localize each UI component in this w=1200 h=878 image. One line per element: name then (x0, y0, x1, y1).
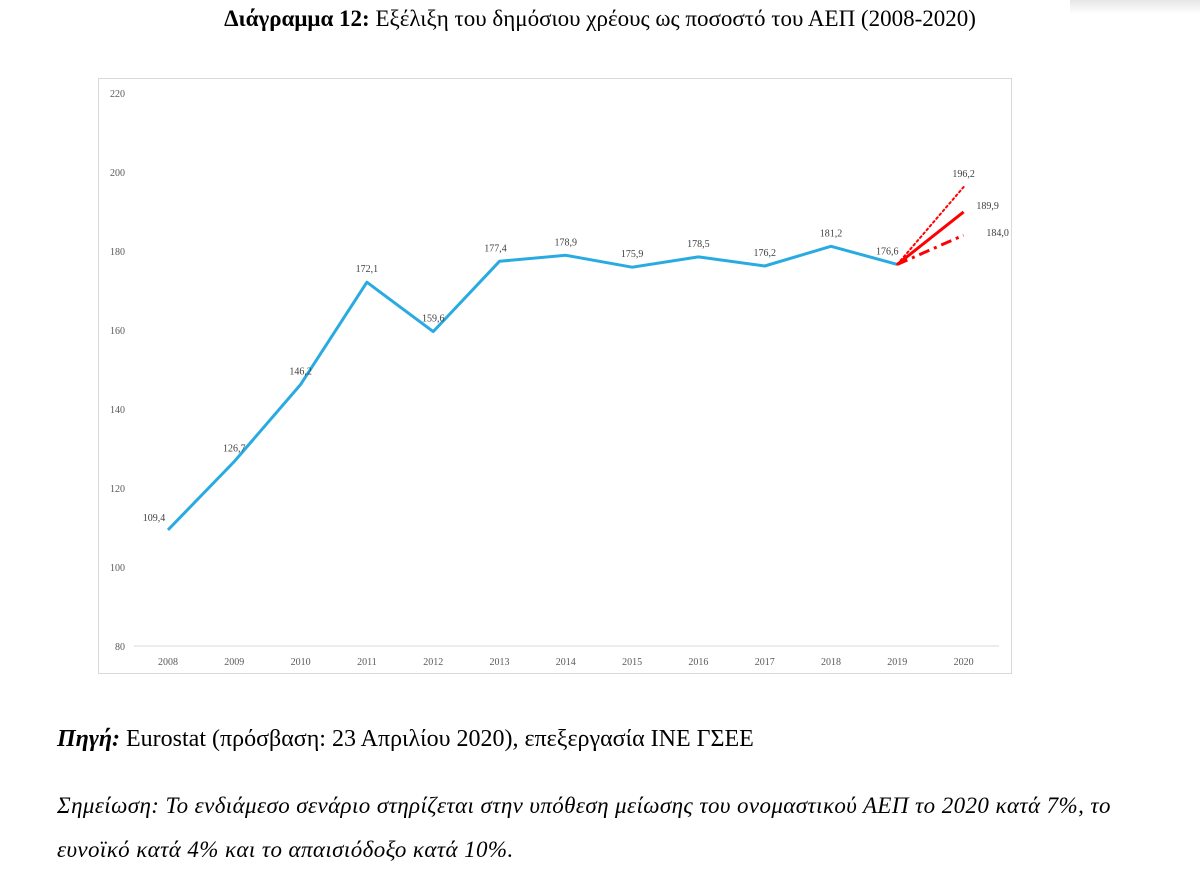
data-label: 178,9 (555, 237, 578, 248)
data-label: 176,6 (876, 246, 899, 257)
y-tick-label: 120 (110, 484, 125, 495)
data-label: 181,2 (820, 228, 843, 239)
y-tick-label: 160 (110, 326, 125, 337)
page-shadow (1070, 0, 1200, 14)
x-tick-label: 2011 (357, 657, 377, 668)
source-label: Πηγή (57, 726, 112, 752)
x-tick-label: 2020 (954, 657, 974, 668)
source-text: Eurostat (πρόσβαση: 23 Απριλίου 2020), ε… (120, 726, 754, 752)
x-tick-label: 2010 (291, 657, 311, 668)
x-tick-label: 2008 (158, 657, 178, 668)
data-label: 184,0 (986, 228, 1009, 239)
series-line-1 (166, 244, 898, 531)
data-label: 189,9 (976, 201, 999, 212)
series-line-2 (896, 186, 965, 266)
x-tick-label: 2009 (224, 657, 244, 668)
x-tick-label: 2014 (556, 657, 576, 668)
y-tick-label: 180 (110, 247, 125, 258)
y-tick-label: 80 (115, 642, 125, 653)
x-tick-label: 2015 (622, 657, 642, 668)
source-colon: : (112, 726, 120, 752)
x-tick-label: 2017 (755, 657, 775, 668)
data-label: 175,9 (621, 249, 644, 260)
series-line-3 (896, 210, 965, 266)
x-tick-label: 2018 (821, 657, 841, 668)
chart-title: Διάγραμμα 12: Εξέλιξη του δημόσιου χρέου… (0, 4, 1200, 34)
data-label: 178,5 (687, 239, 710, 250)
chart-plot: 80 100 120 140 160 180 200 220 2008 2009 2010 2011 2… (110, 89, 1009, 668)
source-line: Πηγή: Eurostat (πρόσβαση: 23 Απριλίου 20… (57, 724, 1157, 754)
chart-title-text: Εξέλιξη του δημόσιου χρέους ως ποσοστό τ… (375, 6, 976, 31)
y-tick-label: 100 (110, 563, 125, 574)
y-tick-label: 220 (110, 89, 125, 100)
data-label: 196,2 (952, 169, 975, 180)
data-label: 159,6 (422, 314, 445, 325)
chart-container: 80 100 120 140 160 180 200 220 2008 2009 2010 2011 2… (98, 78, 1012, 674)
y-tick-label: 140 (110, 405, 125, 416)
data-label: 176,2 (753, 248, 776, 259)
y-tick-label: 200 (110, 168, 125, 179)
data-label: 109,4 (143, 513, 166, 524)
data-label: 126,7 (223, 444, 246, 455)
x-tick-label: 2019 (887, 657, 907, 668)
chart-title-number: Διάγραμμα 12: (224, 6, 370, 31)
x-tick-label: 2016 (688, 657, 708, 668)
data-label: 146,2 (289, 367, 312, 378)
footnote: Σημείωση: Το ενδιάμεσο σενάριο στηρίζετα… (57, 793, 1111, 862)
x-tick-label: 2013 (490, 657, 510, 668)
data-label: 177,4 (484, 243, 507, 254)
x-tick-label: 2012 (423, 657, 443, 668)
data-label: 172,1 (356, 264, 379, 275)
